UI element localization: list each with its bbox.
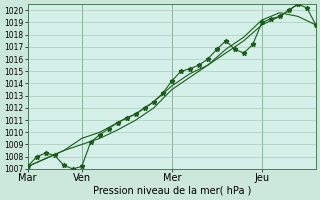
X-axis label: Pression niveau de la mer( hPa ): Pression niveau de la mer( hPa ) (92, 186, 251, 196)
